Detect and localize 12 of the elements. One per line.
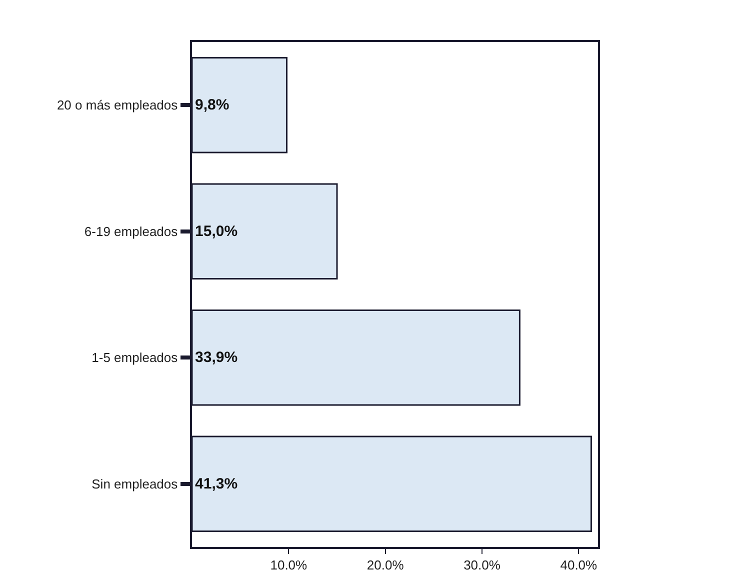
data-label: 9,8% [195,96,230,114]
data-label: 33,9% [195,349,238,366]
x-tick-label: 10.0% [270,557,308,572]
y-tick-label: 20 o más empleados [56,98,178,113]
x-tick-label: 20.0% [366,557,404,572]
x-tick-label: 30.0% [464,557,501,572]
data-label: 15,0% [195,222,238,240]
y-tick-label: Sin empleados [92,476,178,492]
y-tick-label: 6-19 empleados [84,224,178,239]
data-label: 41,3% [195,475,238,492]
y-tick-label: 1-5 empleados [92,350,178,366]
x-tick-label: 40.0% [560,557,598,572]
